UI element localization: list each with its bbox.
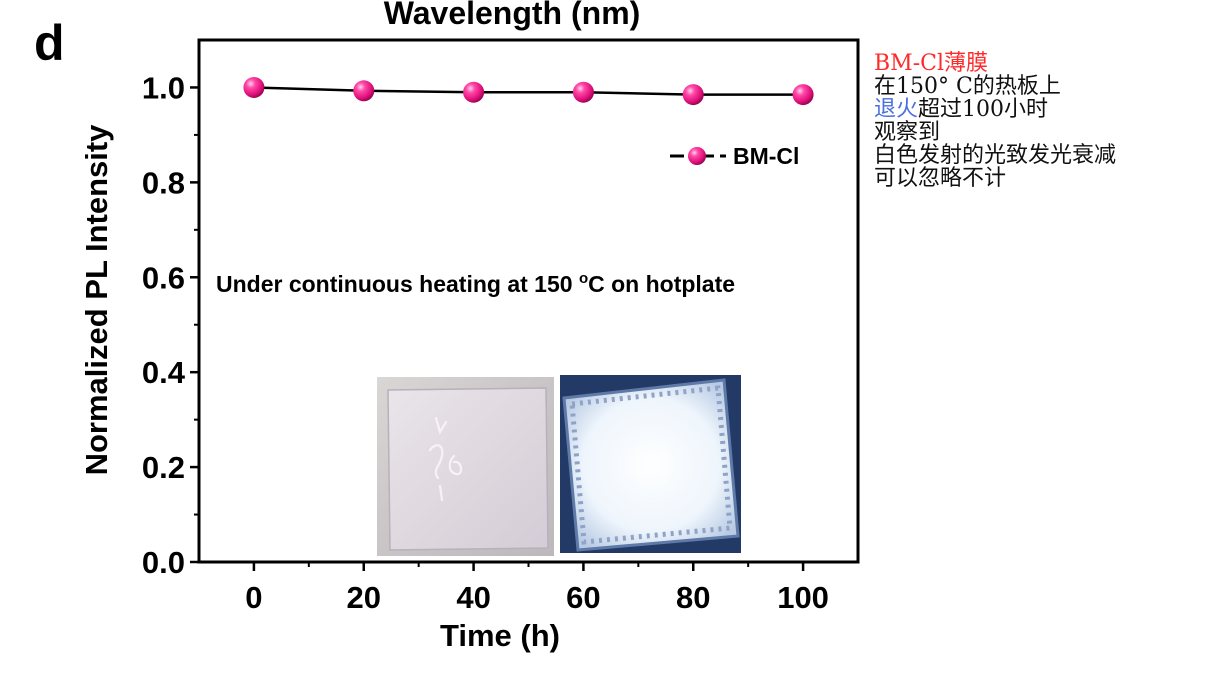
- annotation-degree: o: [579, 270, 588, 287]
- data-point: [353, 80, 375, 102]
- data-point: [243, 76, 265, 98]
- y-tick-label: 0.8: [142, 165, 185, 200]
- side-note-line-1: BM-Cl薄膜: [874, 52, 1214, 75]
- side-note-line-5: 白色发射的光致发光衰减: [874, 143, 1117, 168]
- y-tick-label: 0.4: [142, 355, 186, 390]
- y-tick-label: 0.2: [142, 450, 185, 485]
- side-note-line-4: 观察到: [874, 120, 941, 145]
- x-axis-label: Time (h): [440, 618, 560, 653]
- film-under-uv-photo: [560, 375, 741, 553]
- side-note-line-2: 在150° C的热板上: [874, 74, 1061, 99]
- side-note-line-6: 可以忽略不计: [874, 166, 1007, 191]
- y-axis-label: Normalized PL Intensity: [79, 124, 114, 476]
- heating-annotation: Under continuous heating at 150 oC on ho…: [216, 270, 735, 297]
- data-point: [682, 84, 704, 106]
- data-series: [243, 76, 814, 106]
- data-point: [792, 84, 814, 106]
- annotation-suffix: C on hotplate: [588, 271, 735, 297]
- legend-label: BM-Cl: [733, 143, 799, 169]
- x-tick-label: 80: [676, 580, 710, 615]
- x-tick-label: 0: [245, 580, 262, 615]
- x-tick-label: 100: [777, 580, 829, 615]
- data-point: [572, 81, 594, 103]
- side-note: BM-Cl薄膜 在150° C的热板上 退火超过100小时 观察到 白色发射的光…: [874, 52, 1214, 190]
- inset-photos: [377, 375, 741, 556]
- y-tick-label: 0.6: [142, 260, 185, 295]
- x-tick-label: 40: [456, 580, 490, 615]
- side-note-anneal: 退火: [874, 97, 919, 122]
- data-point: [463, 81, 485, 103]
- annotation-prefix: Under continuous heating at 150: [216, 271, 579, 297]
- legend: BM-Cl: [670, 143, 799, 169]
- axis-ticks: 0 20 40 60 80 100 0.0 0.2 0.4 0.6 0.8 1.0: [142, 70, 829, 615]
- top-cut-label: Wavelength (nm): [384, 0, 641, 31]
- panel-label: d: [34, 15, 65, 71]
- x-tick-label: 20: [347, 580, 381, 615]
- side-note-duration: 超过100小时: [918, 97, 1049, 122]
- film-under-daylight-photo: [377, 377, 554, 556]
- x-tick-label: 60: [566, 580, 600, 615]
- y-tick-label: 1.0: [142, 70, 185, 105]
- series-line: [253, 86, 804, 96]
- legend-marker: [688, 147, 706, 165]
- side-note-film-name: BM-Cl薄膜: [874, 51, 988, 76]
- side-note-line-3: 退火超过100小时: [874, 98, 1214, 121]
- y-tick-label: 0.0: [142, 545, 185, 580]
